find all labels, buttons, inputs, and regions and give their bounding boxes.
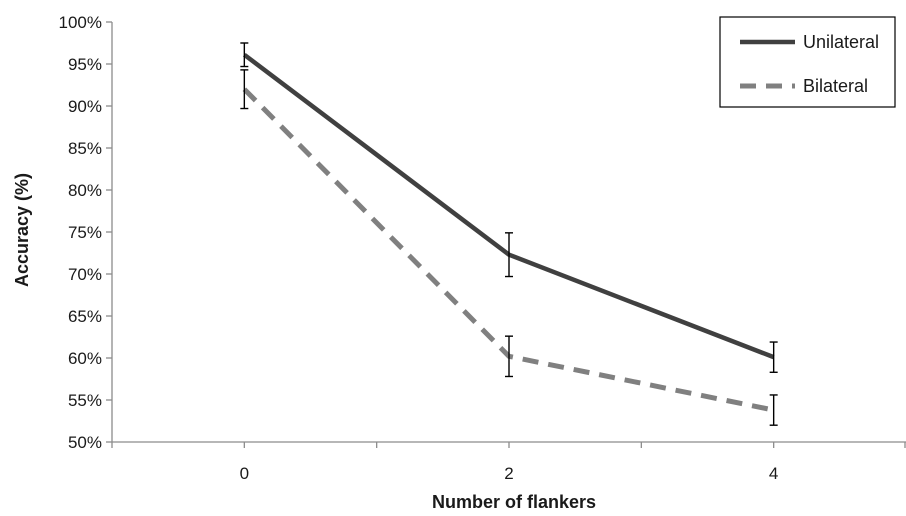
legend: Unilateral Bilateral [719,16,896,108]
legend-label-bilateral: Bilateral [803,76,868,96]
x-axis-title: Number of flankers [432,492,596,512]
y-axis-title: Accuracy (%) [12,173,32,287]
legend-box [719,16,896,108]
x-axis-ticks: 0 2 4 [111,442,906,483]
y-tick-label: 60% [68,349,102,368]
y-tick-label: 55% [68,391,102,410]
y-tick-label: 80% [68,181,102,200]
y-tick-label: 100% [59,13,102,32]
series-line-unilateral [242,52,775,360]
y-tick-label: 95% [68,55,102,74]
y-tick-label: 70% [68,265,102,284]
y-tick-label: 90% [68,97,102,116]
y-tick-label: 85% [68,139,102,158]
error-bars [240,42,778,426]
x-tick-label: 0 [240,464,249,483]
x-tick-label: 4 [769,464,778,483]
y-tick-label: 75% [68,223,102,242]
legend-label-unilateral: Unilateral [803,32,879,52]
x-tick-label: 2 [504,464,513,483]
y-tick-label: 65% [68,307,102,326]
y-tick-label: 50% [68,433,102,452]
y-axis-ticks: 50% 55% 60% 65% 70% 75% 80% 85% 90% 95% 100% [59,13,112,452]
